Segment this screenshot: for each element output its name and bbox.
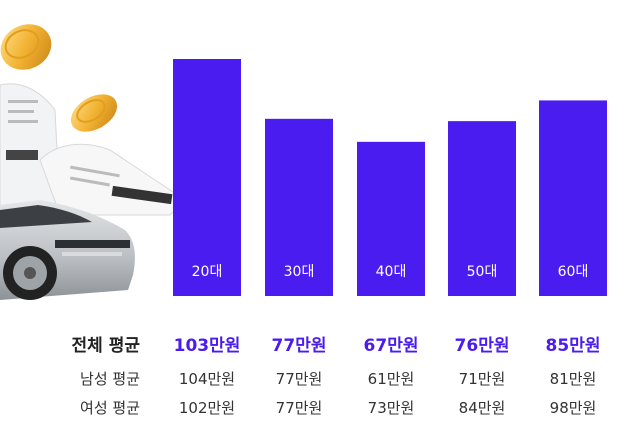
bar-chart: 20대 30대 40대 50대 60대 [173, 59, 607, 296]
receipt-icon [39, 143, 175, 216]
cell-value: 77만원 [275, 399, 323, 417]
cell-value: 61만원 [367, 370, 415, 388]
bar-50s [448, 121, 516, 296]
row-label: 여성 평균 [80, 399, 140, 417]
cell-value: 71만원 [458, 370, 506, 388]
cell-value: 102만원 [178, 399, 236, 417]
bar-30s [265, 118, 333, 296]
cell-value: 103만원 [173, 336, 241, 356]
row-label: 남성 평균 [80, 370, 140, 388]
cell-value: 104만원 [178, 370, 236, 388]
bar-60s [539, 100, 607, 296]
cell-value: 77만원 [271, 336, 327, 356]
bar-40s [357, 141, 425, 296]
car-icon [0, 200, 135, 300]
illustration [0, 24, 175, 300]
cell-value: 76만원 [454, 336, 510, 356]
bar-category-label: 30대 [284, 264, 315, 280]
bar-category-label: 60대 [558, 264, 589, 280]
cell-value: 81만원 [549, 370, 597, 388]
stats-row-female: 여성 평균 102만원 77만원 73만원 84만원 98만원 [0, 395, 640, 425]
coin-icon [0, 24, 52, 70]
stats-row-total: 전체 평균 103만원 77만원 67만원 76만원 85만원 [0, 326, 640, 360]
cell-value: 67만원 [363, 336, 419, 356]
cell-value: 73만원 [367, 399, 415, 417]
bar-category-label: 50대 [467, 264, 498, 280]
row-label: 전체 평균 [71, 336, 140, 356]
coin-icon [70, 94, 118, 132]
stats-row-male: 남성 평균 104만원 77만원 61만원 71만원 81만원 [0, 366, 640, 396]
cell-value: 77만원 [275, 370, 323, 388]
cell-value: 84만원 [458, 399, 506, 417]
bar-category-label: 40대 [376, 264, 407, 280]
bar-20s [173, 59, 241, 296]
bar-category-label: 20대 [192, 264, 223, 280]
cell-value: 85만원 [545, 336, 601, 356]
cell-value: 98만원 [549, 399, 597, 417]
